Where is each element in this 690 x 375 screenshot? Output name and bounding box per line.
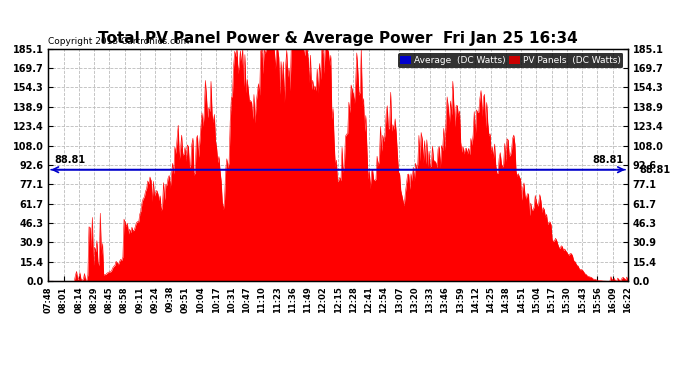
Text: Copyright 2013 Cartronics.com: Copyright 2013 Cartronics.com	[48, 38, 190, 46]
Text: 88.81: 88.81	[54, 154, 85, 165]
Text: 88.81: 88.81	[640, 165, 671, 175]
Title: Total PV Panel Power & Average Power  Fri Jan 25 16:34: Total PV Panel Power & Average Power Fri…	[98, 31, 578, 46]
Legend: Average  (DC Watts), PV Panels  (DC Watts): Average (DC Watts), PV Panels (DC Watts)	[397, 53, 623, 68]
Text: 88.81: 88.81	[592, 154, 623, 165]
